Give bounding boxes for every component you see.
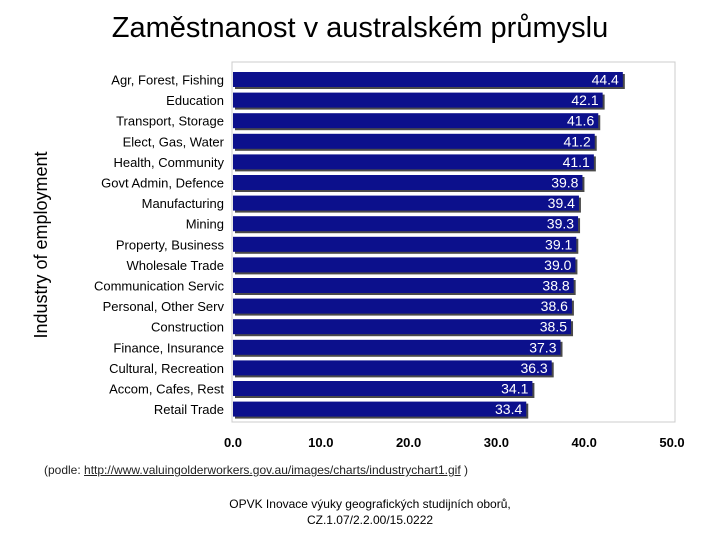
bar: [233, 72, 623, 87]
category-label: Elect, Gas, Water: [123, 134, 225, 149]
category-label: Mining: [186, 217, 224, 232]
bar: [233, 278, 574, 293]
bar-value-label: 38.5: [540, 319, 567, 335]
bar-value-label: 38.6: [541, 298, 568, 314]
category-label: Accom, Cafes, Rest: [109, 382, 224, 397]
bar-value-label: 39.4: [548, 195, 575, 211]
category-label: Finance, Insurance: [113, 340, 224, 355]
category-label: Cultural, Recreation: [109, 361, 224, 376]
bar: [233, 339, 561, 355]
bar: [233, 154, 594, 170]
category-label: Property, Business: [116, 237, 225, 252]
bar: [233, 175, 583, 190]
bar-value-label: 39.3: [547, 216, 574, 232]
source-note: (podle: http://www.valuingolderworkers.g…: [44, 463, 468, 477]
bar: [233, 360, 552, 376]
category-label: Education: [166, 93, 224, 108]
bar: [233, 257, 576, 273]
x-tick-label: 20.0: [396, 435, 421, 450]
bar-value-label: 34.1: [501, 381, 528, 397]
category-label: Govt Admin, Defence: [101, 176, 224, 191]
category-label: Agr, Forest, Fishing: [111, 73, 224, 88]
bar-value-label: 39.0: [544, 257, 571, 273]
bar: [233, 236, 577, 252]
bar: [233, 401, 527, 417]
bar-value-label: 41.2: [563, 133, 590, 149]
bar: [233, 195, 579, 211]
x-tick-label: 50.0: [659, 435, 684, 450]
bar-value-label: 37.3: [529, 339, 556, 355]
bar-value-label: 41.1: [563, 154, 590, 170]
y-axis-title: Industry of employment: [31, 151, 51, 338]
category-label: Health, Community: [113, 155, 224, 170]
bar: [233, 92, 603, 108]
bar: [233, 319, 572, 335]
footer: OPVK Inovace výuky geografických studijn…: [0, 496, 720, 528]
source-link[interactable]: http://www.valuingolderworkers.gov.au/im…: [84, 463, 461, 477]
source-suffix: ): [460, 463, 468, 477]
bar-value-label: 33.4: [495, 401, 522, 417]
bar: [233, 298, 572, 314]
category-label: Transport, Storage: [116, 114, 224, 129]
x-tick-label: 10.0: [308, 435, 333, 450]
bar-value-label: 38.8: [542, 278, 569, 294]
category-label: Manufacturing: [142, 196, 224, 211]
bar-value-label: 42.1: [571, 92, 598, 108]
category-label: Wholesale Trade: [126, 258, 224, 273]
footer-line-2: CZ.1.07/2.2.00/15.0222: [306, 513, 434, 527]
bar-value-label: 39.1: [545, 236, 572, 252]
slide-title: Zaměstnanost v australském průmyslu: [111, 12, 609, 44]
bar-value-label: 39.8: [551, 175, 578, 191]
bar-value-label: 44.4: [592, 72, 619, 88]
bar-value-label: 36.3: [520, 360, 547, 376]
category-label: Construction: [151, 320, 224, 335]
bar-value-label: 41.6: [567, 113, 594, 129]
x-tick-label: 40.0: [572, 435, 597, 450]
x-tick-label: 0.0: [224, 435, 242, 450]
category-label: Communication Servic: [94, 279, 225, 294]
bar: [233, 381, 533, 396]
category-label: Personal, Other Serv: [103, 299, 225, 314]
source-prefix: (podle:: [44, 463, 85, 477]
bar: [233, 216, 579, 232]
x-tick-label: 30.0: [484, 435, 509, 450]
footer-line-1: OPVK Inovace výuky geografických studijn…: [229, 497, 511, 511]
bar: [233, 113, 599, 129]
category-label: Retail Trade: [154, 402, 224, 417]
bar: [233, 133, 595, 149]
